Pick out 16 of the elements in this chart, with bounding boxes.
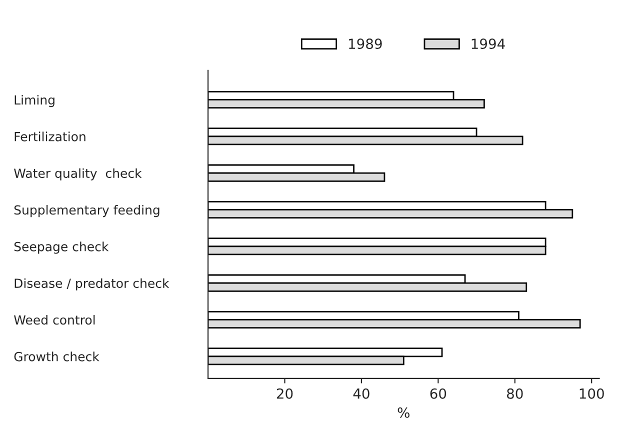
x-axis-title: % — [398, 407, 410, 418]
y-tick-label: Growth check — [14, 352, 100, 362]
y-tick-label: Seepage check — [14, 242, 109, 254]
y-tick-label: Fertilization — [14, 132, 86, 142]
y-tick-label: Disease / predator check — [14, 278, 170, 290]
y-tick-label: Supplementary feeding — [14, 204, 160, 218]
x-tick-label: 60 — [430, 388, 446, 399]
x-tick-label: 40 — [353, 388, 370, 399]
y-tick-label: Liming — [14, 94, 54, 108]
y-tick-label: Weed control — [14, 314, 95, 325]
x-tick-label: 80 — [506, 388, 523, 399]
y-tick-label: Water quality check — [14, 168, 142, 180]
x-tick-label: 20 — [276, 388, 293, 399]
legend-label: 1989 — [348, 38, 382, 50]
x-tick-label: 100 — [580, 388, 604, 399]
legend-label: 1994 — [472, 38, 505, 50]
